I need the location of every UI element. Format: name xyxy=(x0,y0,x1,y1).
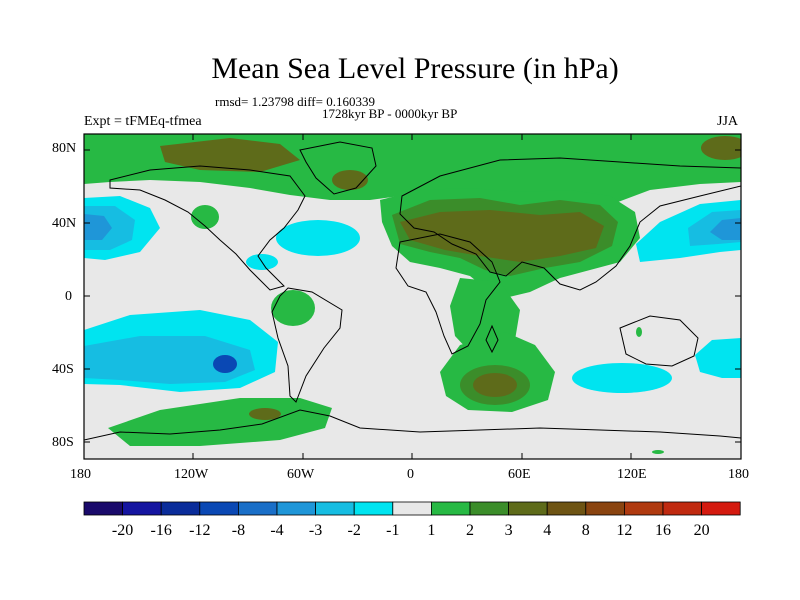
legend-label: 3 xyxy=(505,522,513,539)
lon-label-0: 0 xyxy=(407,467,414,482)
lon-label-120e: 120E xyxy=(617,467,647,482)
legend-label: -20 xyxy=(112,522,133,539)
coastlines xyxy=(84,141,741,441)
amazon-positive-region xyxy=(271,290,315,326)
map-field xyxy=(84,134,741,459)
legend-swatch xyxy=(315,501,355,516)
legend-swatch xyxy=(662,501,702,516)
legend-swatch xyxy=(430,501,471,516)
legend-label: -16 xyxy=(151,522,172,539)
period-text: 1728kyr BP - 0000kyr BP xyxy=(322,106,458,121)
stats-text: rmsd= 1.23798 diff= 0.160339 xyxy=(215,94,375,109)
legend-label: -3 xyxy=(309,522,322,539)
legend-swatch xyxy=(353,501,394,516)
eurasia-core-region xyxy=(400,210,604,262)
legend-swatch xyxy=(122,501,162,516)
south-america-coast xyxy=(271,287,343,403)
australia-coast xyxy=(619,315,699,367)
legend-swatch xyxy=(199,501,239,516)
eurasia-coast xyxy=(399,157,741,291)
north-pacific-core-west-region xyxy=(84,214,112,240)
lon-label-180w: 180 xyxy=(70,467,91,482)
legend-label: -1 xyxy=(386,522,399,539)
lat-label-eq: 0 xyxy=(65,289,72,304)
africa-coast xyxy=(395,233,501,355)
lat-label-40n: 40N xyxy=(52,216,77,231)
legend-swatch xyxy=(160,501,201,516)
pacific-small-positive-region xyxy=(191,205,219,229)
legend-swatch xyxy=(469,501,509,516)
southwest-pacific-negative-region xyxy=(695,338,741,378)
south-indian-negative-region xyxy=(572,363,672,393)
color-legend: -20 -16 -12 -8 -4 -3 -2 -1 1 2 3 4 8 12 16 20 xyxy=(83,501,741,539)
map-title: Mean Sea Level Pressure (in hPa) xyxy=(211,52,619,85)
lat-label-80s: 80S xyxy=(52,435,74,450)
legend-label: -12 xyxy=(189,522,210,539)
southern-indian-core-region xyxy=(473,373,517,397)
legend-swatch xyxy=(585,501,625,516)
legend-label: 16 xyxy=(655,522,671,539)
legend-swatch xyxy=(624,501,664,516)
lon-label-120w: 120W xyxy=(174,467,209,482)
legend-label: 1 xyxy=(427,522,435,539)
experiment-label: Expt = tFMEq-tfmea xyxy=(84,114,202,129)
legend-label: -4 xyxy=(270,522,283,539)
legend-swatch xyxy=(237,501,278,516)
greenland-coast xyxy=(299,141,377,195)
legend-swatch xyxy=(701,501,741,516)
north-pacific-core-east-region xyxy=(710,218,741,240)
legend-label: 12 xyxy=(616,522,632,539)
southern-ocean-strong-region xyxy=(249,408,281,420)
legend-label: 8 xyxy=(582,522,590,539)
legend-label: -2 xyxy=(348,522,361,539)
lat-label-80n: 80N xyxy=(52,141,77,156)
season-label: JJA xyxy=(717,114,739,129)
antarctic-small-positive-region xyxy=(652,450,664,454)
indian-small-positive-region xyxy=(636,327,642,337)
lon-label-180e: 180 xyxy=(728,467,749,482)
arctic-east-strong-region xyxy=(701,136,741,160)
madagascar-coast xyxy=(485,324,499,354)
arctic-strong-region xyxy=(160,138,300,172)
lon-label-60w: 60W xyxy=(287,467,315,482)
lat-label-40s: 40S xyxy=(52,362,74,377)
south-pacific-mid-region xyxy=(84,336,255,384)
legend-label: -8 xyxy=(232,522,245,539)
south-pacific-core-region xyxy=(213,355,237,373)
legend-swatch xyxy=(392,501,432,516)
legend-swatch xyxy=(83,501,123,516)
legend-label: 20 xyxy=(694,522,710,539)
atlantic-negative-region xyxy=(276,220,360,256)
legend-swatch xyxy=(276,501,316,516)
legend-swatch xyxy=(546,501,587,516)
antarctica-coast xyxy=(84,409,741,441)
legend-label: 2 xyxy=(466,522,474,539)
lon-label-60e: 60E xyxy=(508,467,531,482)
legend-swatch xyxy=(508,501,548,516)
legend-label: 4 xyxy=(543,522,551,539)
axis-ticks xyxy=(84,134,741,459)
north-america-coast xyxy=(109,165,306,291)
